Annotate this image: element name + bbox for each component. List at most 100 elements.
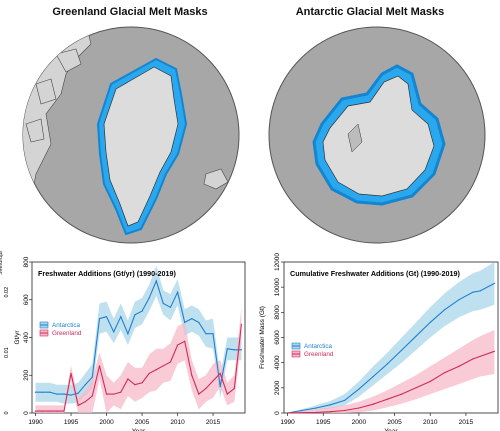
confidence-band-antarctica: [287, 262, 495, 413]
data-point-greenland: [91, 395, 93, 397]
data-point-greenland: [98, 365, 101, 367]
data-point-greenland: [219, 372, 221, 374]
data-point-greenland: [315, 411, 317, 413]
data-point-antarctica: [56, 393, 58, 395]
data-point-antarctica: [429, 321, 431, 323]
confidence-band-antarctica: [35, 265, 242, 404]
data-point-greenland: [177, 344, 179, 346]
data-point-greenland: [77, 404, 79, 406]
secondary-y-tick-label: 0: [4, 411, 10, 414]
x-tick-label: 2000: [352, 419, 367, 426]
series-line-antarctica: [287, 282, 495, 414]
data-point-antarctica: [49, 391, 51, 393]
greenland-melt-mask-map: [22, 26, 240, 244]
data-point-antarctica: [329, 404, 331, 406]
data-point-greenland: [205, 387, 207, 390]
data-point-greenland: [443, 372, 446, 374]
data-point-antarctica: [184, 321, 186, 323]
data-point-greenland: [493, 350, 495, 352]
legend-label-greenland: Greenland: [52, 330, 82, 337]
data-point-greenland: [198, 393, 200, 395]
data-point-greenland: [372, 403, 374, 405]
data-point-greenland: [479, 355, 481, 357]
data-point-greenland: [472, 358, 474, 360]
data-point-greenland: [344, 409, 346, 412]
data-point-greenland: [141, 382, 143, 384]
data-point-antarctica: [493, 282, 495, 284]
greenland-landmass: [103, 66, 179, 227]
y-axis-label: Freshwater Mass (Gt): [259, 306, 266, 369]
data-point-antarctica: [127, 333, 129, 335]
series-line-greenland: [287, 350, 495, 414]
data-point-antarctica: [91, 376, 93, 378]
antarctic-melt-mask-map: [268, 26, 486, 244]
data-point-antarctica: [141, 310, 143, 312]
data-point-antarctica: [98, 318, 101, 320]
chart-title: Freshwater Additions (Gt/yr) (1990-2019): [38, 269, 177, 278]
data-point-antarctica: [148, 297, 150, 299]
iceland-landmass: [203, 168, 229, 190]
y-tick-label: 0: [274, 411, 281, 415]
data-point-greenland: [63, 410, 65, 412]
svalbard-landmass: [220, 58, 239, 85]
chart-title: Cumulative Freshwater Additions (Gt) (19…: [290, 269, 460, 278]
x-tick-label: 2010: [423, 419, 438, 426]
y-tick-label: 400: [23, 332, 30, 343]
data-point-greenland: [134, 384, 136, 386]
freshwater-additions-chart: 1990 1995 2000 2005 2010 2015 0 200 400 600 800 0 0.…: [0, 251, 246, 431]
x-tick-label: 2000: [99, 419, 114, 426]
x-axis-label: Year: [384, 428, 398, 431]
data-point-antarctica: [120, 316, 122, 318]
data-point-greenland: [162, 365, 164, 367]
x-tick-label: 1990: [280, 419, 295, 426]
data-point-antarctica: [70, 394, 72, 396]
data-point-antarctica: [344, 399, 346, 401]
data-point-greenland: [34, 410, 37, 412]
x-tick-label: 2005: [135, 419, 150, 426]
data-point-antarctica: [155, 280, 157, 282]
secondary-y-tick-label: 0.01: [4, 347, 10, 358]
greenland-map-title: Greenland Glacial Melt Masks: [52, 6, 208, 18]
data-point-greenland: [184, 340, 186, 342]
y-tick-label: 6000: [274, 330, 281, 345]
data-point-greenland: [329, 411, 331, 413]
data-point-antarctica: [212, 333, 214, 335]
data-point-antarctica: [219, 386, 221, 388]
x-tick-label: 1990: [28, 419, 43, 426]
data-point-greenland: [56, 410, 58, 412]
data-point-antarctica: [105, 316, 108, 318]
arctic-islands: [25, 48, 82, 143]
data-point-antarctica: [63, 393, 65, 395]
antarctic-map-title: Antarctic Glacial Melt Masks: [295, 6, 445, 18]
data-point-antarctica: [458, 299, 460, 301]
data-point-antarctica: [198, 321, 200, 323]
data-point-greenland: [429, 380, 431, 383]
y-axis-label: Gt/yr: [14, 330, 21, 345]
data-point-greenland: [155, 369, 157, 371]
data-point-greenland: [42, 410, 44, 412]
data-point-antarctica: [301, 409, 303, 412]
y-tick-label: 10000: [274, 278, 281, 296]
data-point-antarctica: [443, 309, 446, 311]
secondary-y-axis-label: Sverdrups: [0, 251, 4, 275]
x-tick-label: 2005: [387, 419, 402, 426]
data-point-greenland: [105, 393, 108, 395]
data-point-antarctica: [113, 331, 115, 333]
data-point-antarctica: [233, 349, 235, 351]
y-tick-label: 8000: [274, 305, 281, 320]
data-point-antarctica: [226, 348, 228, 350]
cumulative-freshwater-chart: 1990 1995 2000 2005 2010 2015 0 2000 4000 6000 800…: [259, 253, 499, 431]
y-tick-label: 4000: [274, 355, 281, 370]
x-tick-label: 1995: [316, 419, 331, 426]
data-point-greenland: [120, 391, 122, 393]
data-point-antarctica: [472, 291, 474, 293]
data-point-antarctica: [415, 335, 417, 337]
data-point-greenland: [70, 372, 72, 374]
x-tick-label: 1995: [64, 419, 79, 426]
series-line-antarctica: [35, 279, 242, 396]
data-point-greenland: [386, 398, 388, 400]
data-point-greenland: [191, 374, 193, 376]
data-point-greenland: [169, 361, 172, 363]
data-point-antarctica: [358, 388, 360, 390]
data-point-greenland: [113, 393, 115, 395]
